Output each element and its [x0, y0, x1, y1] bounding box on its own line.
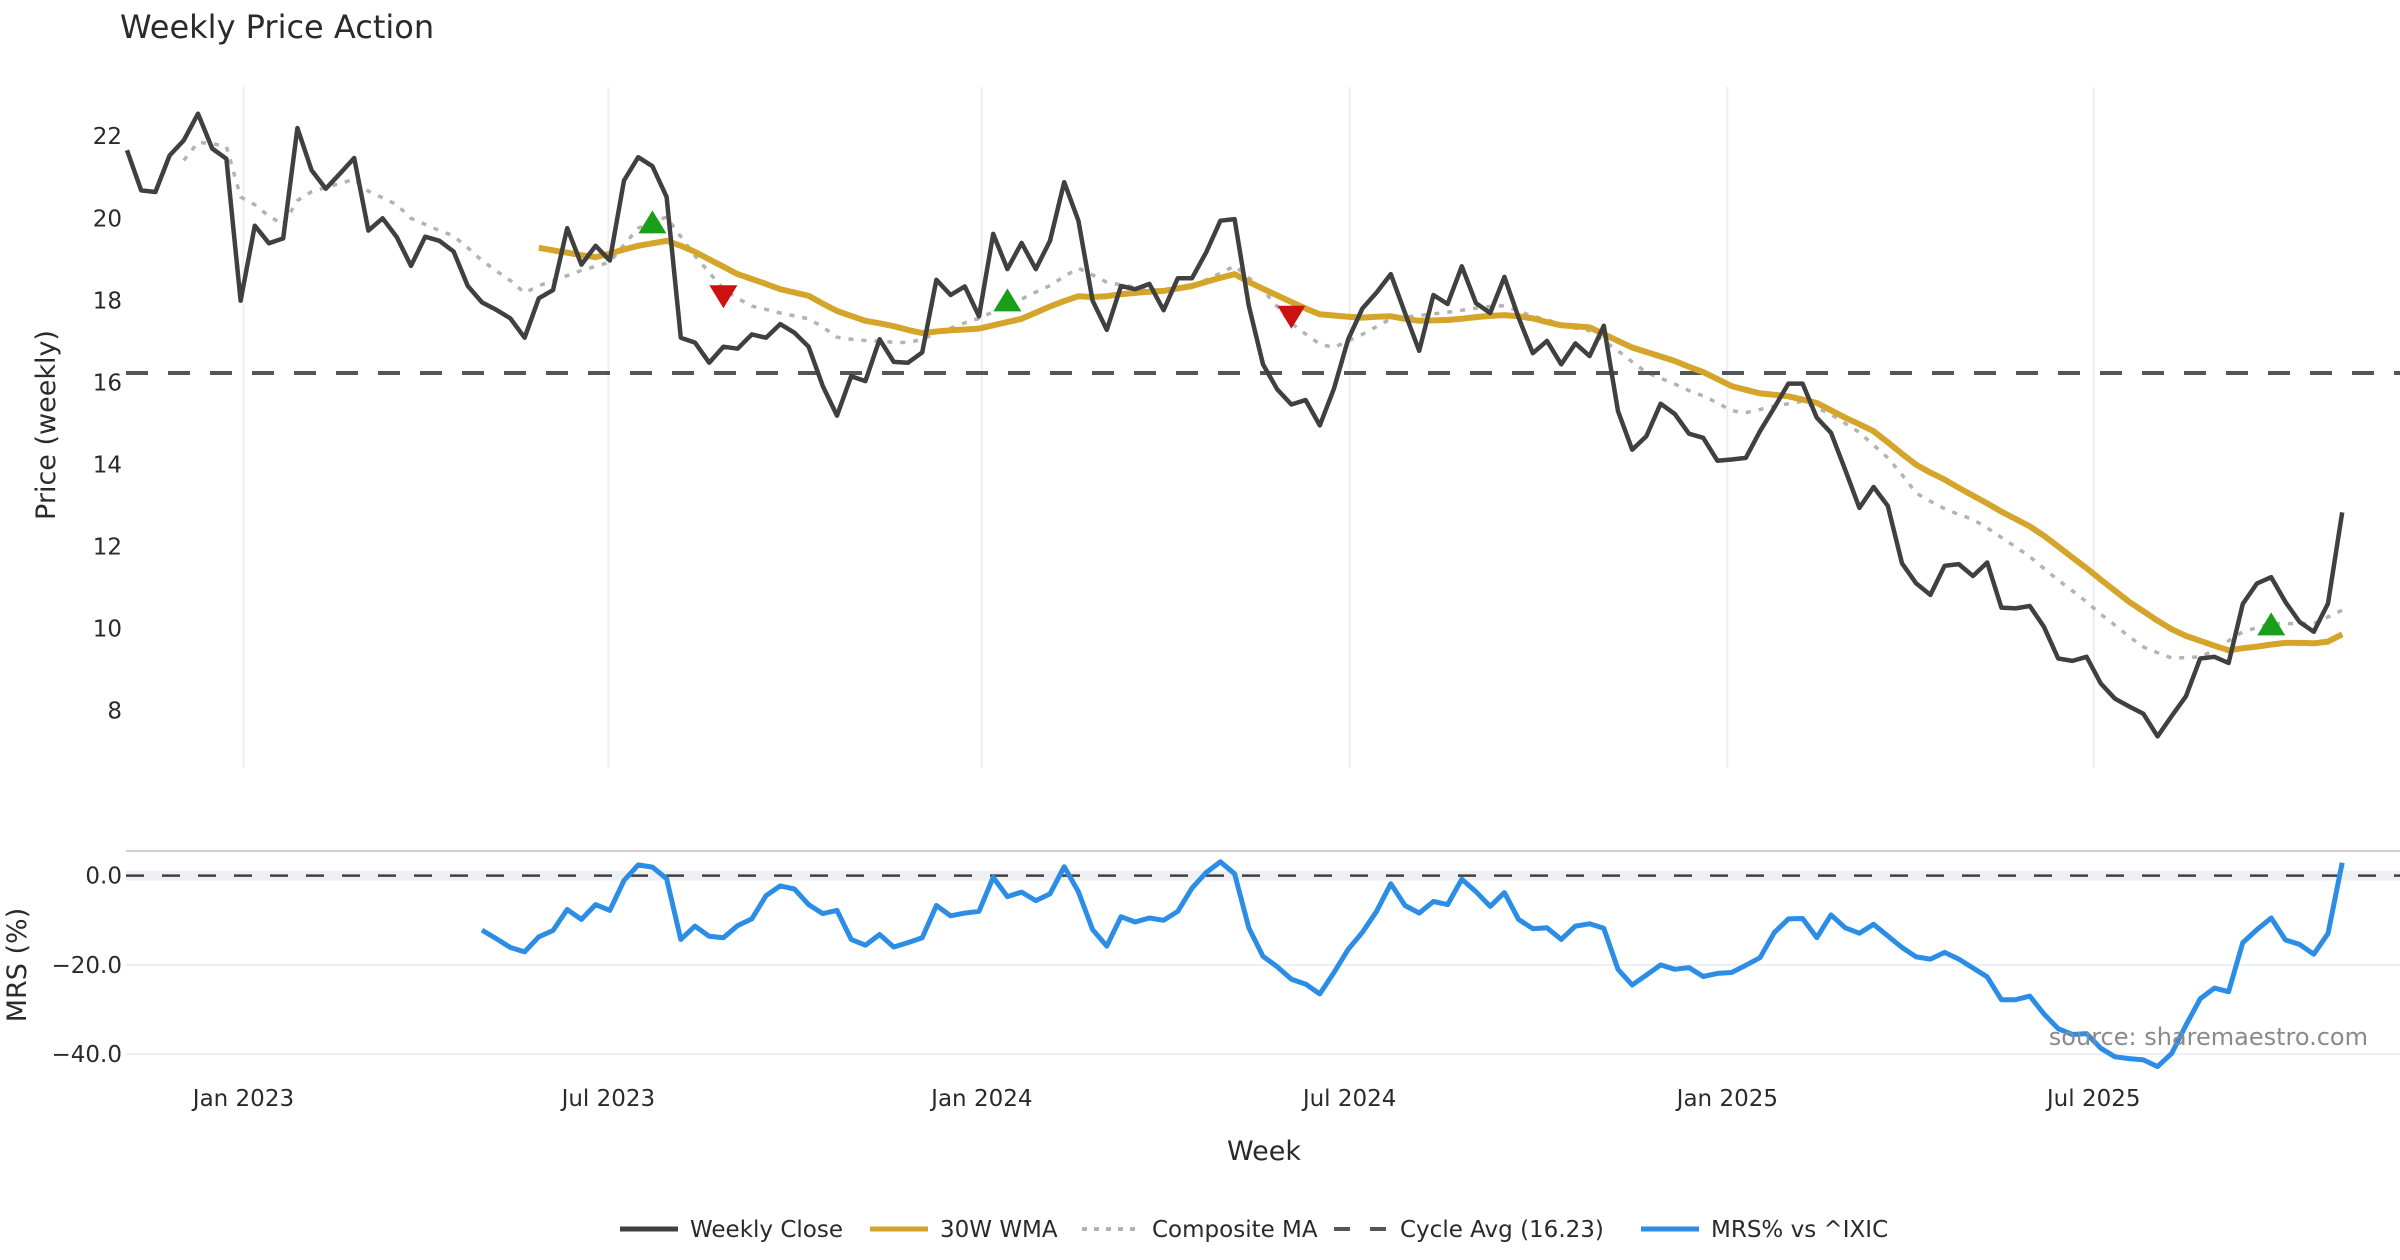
x-tick-label: Jan 2023	[191, 1086, 294, 1112]
x-tick-labels: Jan 2023 Jul 2023 Jan 2024 Jul 2024 Jan 2025…	[191, 1086, 2141, 1112]
x-axis-label: Week	[1227, 1136, 1301, 1167]
mrs-horizontal-gridlines	[126, 870, 2400, 1056]
x-tick-label: Jul 2025	[2045, 1086, 2141, 1112]
price-y-tick-label: 22	[93, 124, 122, 150]
sell-signal-triangle-down-icon	[709, 285, 738, 309]
legend-item: 30W WMA	[870, 1217, 1058, 1243]
chart-title: Weekly Price Action	[120, 8, 434, 46]
buy-signal-triangle-up-icon	[638, 210, 667, 234]
mrs-panel: 0.0 −20.0 −40.0 MRS (%) source: sharemaest…	[2, 850, 2400, 1070]
legend-label: Cycle Avg (16.23)	[1400, 1217, 1604, 1243]
sell-signal-triangle-down-icon	[1277, 305, 1306, 329]
price-series	[124, 111, 2400, 739]
legend-label: Weekly Close	[690, 1217, 843, 1243]
mrs-y-tick-labels: 0.0 −20.0 −40.0	[52, 864, 122, 1069]
source-attribution: source: sharemaestro.com	[2049, 1023, 2368, 1051]
mrs-y-axis-label: MRS (%)	[2, 908, 33, 1023]
series-composite-ma	[182, 140, 2343, 660]
price-y-tick-label: 14	[93, 452, 122, 478]
x-tick-label: Jul 2023	[560, 1086, 656, 1112]
legend-item: Composite MA	[1082, 1217, 1318, 1243]
mrs-y-tick-label: 0.0	[85, 864, 122, 890]
legend-label: 30W WMA	[940, 1217, 1058, 1243]
legend-item: Weekly Close	[620, 1217, 843, 1243]
x-tick-label: Jan 2024	[929, 1086, 1032, 1112]
price-y-tick-label: 20	[93, 206, 122, 232]
signal-markers	[638, 210, 2286, 636]
price-y-tick-label: 16	[93, 370, 122, 396]
price-y-axis-label: Price (weekly)	[31, 330, 62, 520]
legend-item: MRS% vs ^IXIC	[1641, 1217, 1888, 1243]
buy-signal-triangle-up-icon	[2257, 612, 2286, 636]
x-tick-label: Jan 2025	[1675, 1086, 1778, 1112]
price-panel: 8 10 12 14 16 18 20 22 Price (weekly)	[31, 87, 2400, 768]
x-tick-label: Jul 2024	[1301, 1086, 1397, 1112]
price-y-tick-label: 10	[93, 617, 122, 643]
buy-signal-triangle-up-icon	[993, 288, 1022, 312]
price-y-tick-label: 8	[107, 699, 122, 725]
series-mrs-vs-ixic	[480, 859, 2345, 1070]
price-vertical-gridlines	[242, 87, 2095, 768]
price-y-tick-label: 12	[93, 534, 122, 560]
mrs-series	[480, 859, 2345, 1070]
legend-item: Cycle Avg (16.23)	[1334, 1217, 1604, 1243]
legend-label: Composite MA	[1152, 1217, 1318, 1243]
mrs-y-tick-label: −40.0	[52, 1042, 122, 1068]
price-y-tick-labels: 8 10 12 14 16 18 20 22	[93, 124, 122, 724]
series-weekly-close	[124, 111, 2345, 739]
legend-label: MRS% vs ^IXIC	[1711, 1217, 1888, 1243]
price-y-tick-label: 18	[93, 288, 122, 314]
series-30w-wma	[538, 237, 2344, 654]
mrs-y-tick-label: −20.0	[52, 953, 122, 979]
legend: Weekly Close 30W WMA Composite MA Cycle Avg…	[620, 1217, 1888, 1243]
